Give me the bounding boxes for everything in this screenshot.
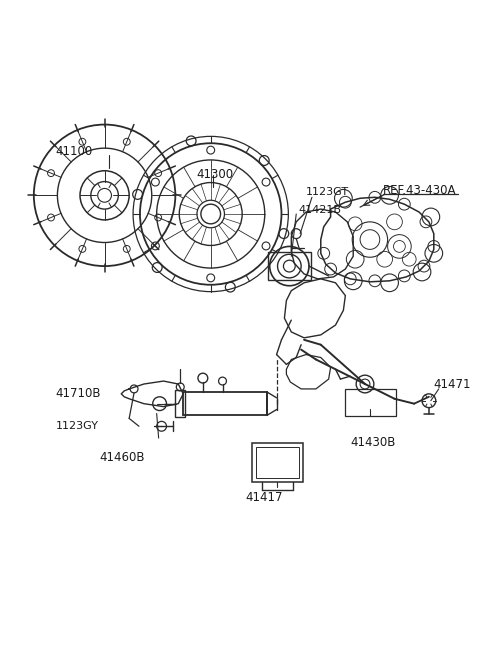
Text: 41460B: 41460B: [100, 451, 145, 464]
Text: 41100: 41100: [56, 144, 93, 157]
Text: 1123GY: 1123GY: [56, 421, 98, 431]
Text: REF.43-430A: REF.43-430A: [383, 184, 456, 197]
Text: 41300: 41300: [196, 168, 233, 181]
Text: 41471: 41471: [434, 377, 471, 390]
Text: 41430B: 41430B: [350, 436, 396, 449]
Text: 41710B: 41710B: [56, 387, 101, 400]
Bar: [256, 447, 299, 478]
Text: 1123GT: 1123GT: [306, 188, 349, 197]
Bar: [268, 253, 311, 280]
Text: 41417: 41417: [245, 491, 283, 504]
Text: 41421B: 41421B: [298, 205, 341, 215]
Bar: [345, 389, 396, 417]
Bar: [175, 390, 185, 417]
Bar: [252, 443, 303, 482]
Bar: [183, 392, 267, 415]
